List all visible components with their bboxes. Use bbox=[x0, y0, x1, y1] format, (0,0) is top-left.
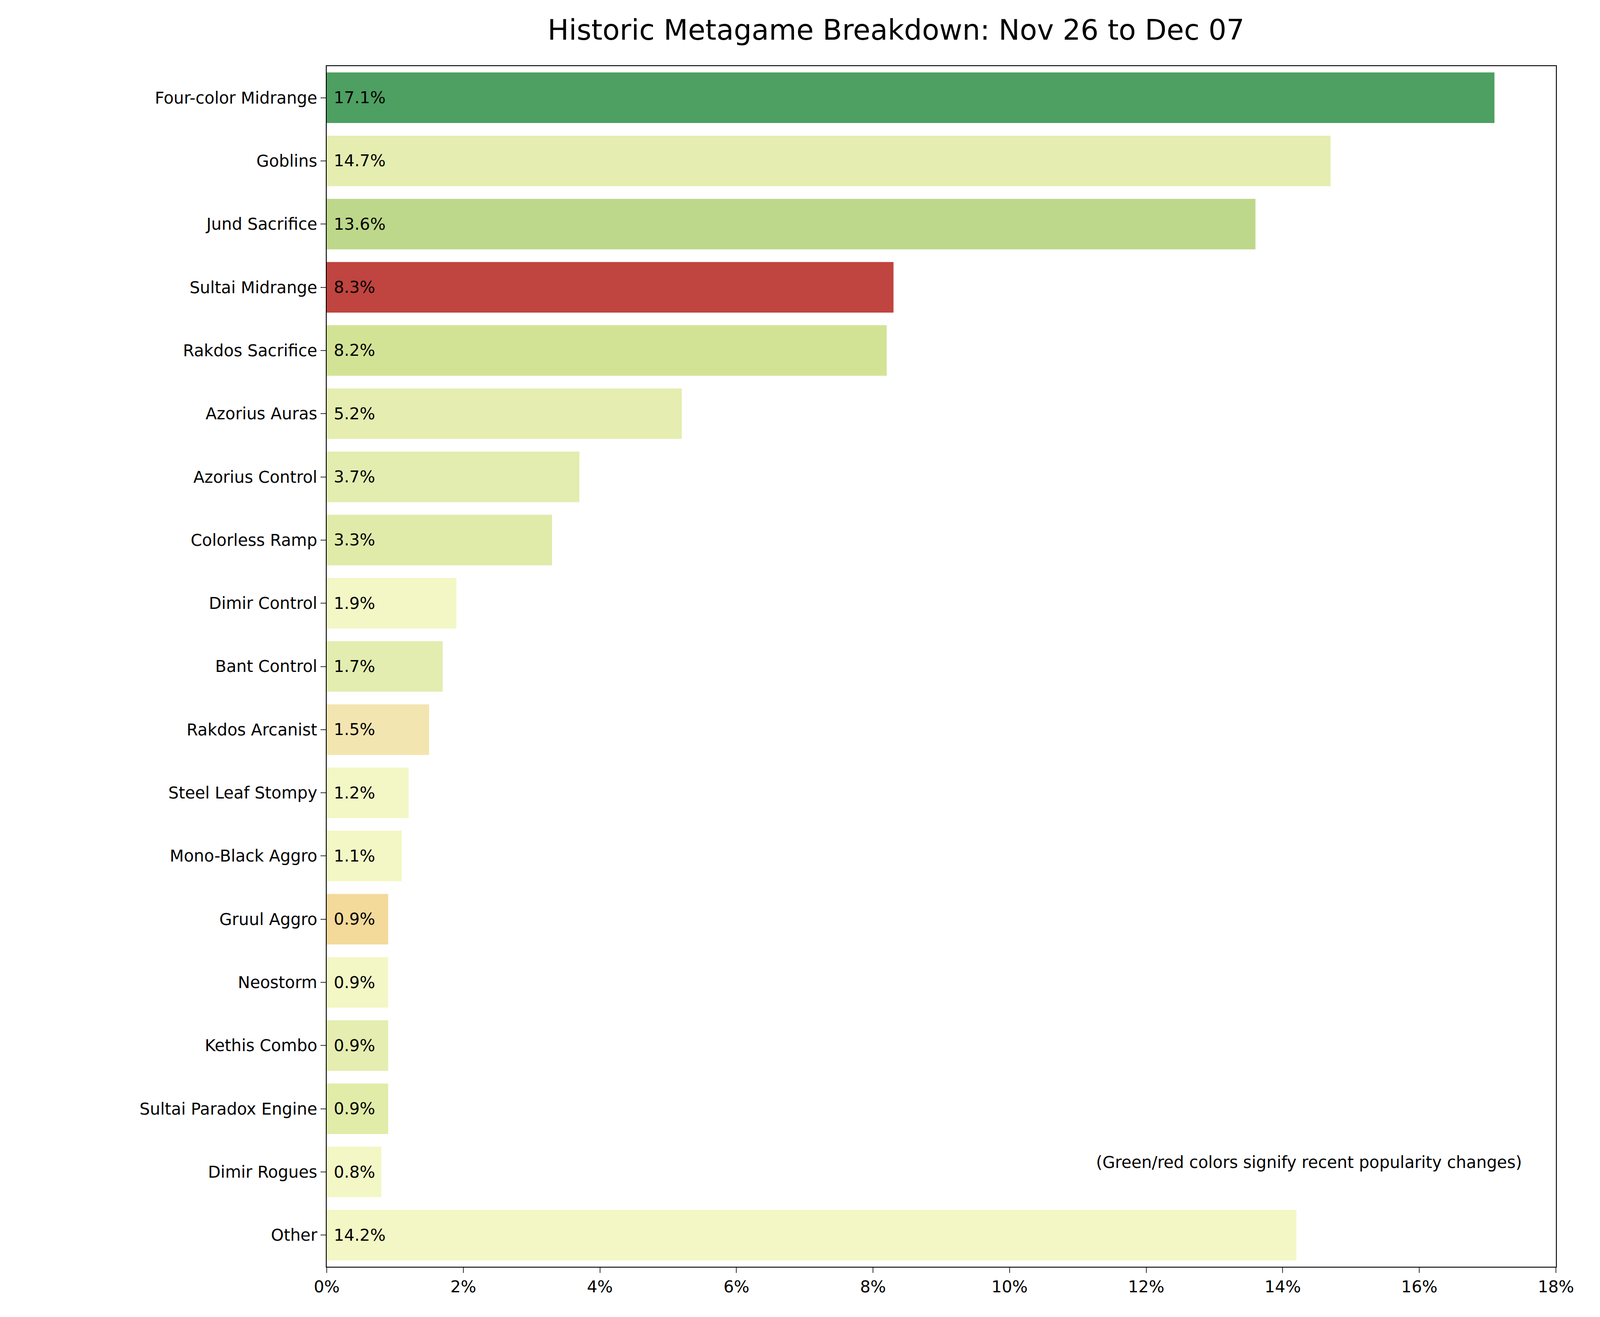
svg-text:Sultai Paradox Engine: Sultai Paradox Engine bbox=[139, 1099, 318, 1119]
svg-text:Steel Leaf Stompy: Steel Leaf Stompy bbox=[168, 783, 318, 803]
svg-text:1.5%: 1.5% bbox=[333, 719, 376, 739]
svg-text:0.9%: 0.9% bbox=[333, 909, 376, 929]
svg-text:16%: 16% bbox=[1401, 1277, 1438, 1297]
svg-text:Rakdos Sacrifice: Rakdos Sacrifice bbox=[182, 341, 318, 361]
svg-text:Bant Control: Bant Control bbox=[215, 656, 318, 676]
svg-text:Four-color Midrange: Four-color Midrange bbox=[154, 88, 318, 108]
svg-text:Kethis Combo: Kethis Combo bbox=[204, 1036, 318, 1056]
svg-text:14%: 14% bbox=[1264, 1277, 1301, 1297]
svg-text:1.9%: 1.9% bbox=[333, 593, 376, 613]
svg-text:Dimir Rogues: Dimir Rogues bbox=[208, 1162, 318, 1182]
svg-text:17.1%: 17.1% bbox=[333, 88, 386, 108]
svg-text:0.8%: 0.8% bbox=[333, 1162, 376, 1182]
svg-text:0%: 0% bbox=[313, 1277, 340, 1297]
svg-text:Colorless Ramp: Colorless Ramp bbox=[190, 530, 318, 550]
svg-text:5.2%: 5.2% bbox=[333, 404, 376, 424]
svg-text:Azorius Auras: Azorius Auras bbox=[205, 404, 318, 424]
svg-text:Gruul Aggro: Gruul Aggro bbox=[219, 910, 318, 929]
svg-text:2%: 2% bbox=[450, 1277, 477, 1297]
svg-text:Jund Sacrifice: Jund Sacrifice bbox=[205, 214, 318, 234]
svg-text:4%: 4% bbox=[586, 1277, 613, 1297]
svg-text:18%: 18% bbox=[1537, 1277, 1574, 1297]
svg-text:(Green/red colors signify rece: (Green/red colors signify recent popular… bbox=[1096, 1152, 1522, 1172]
svg-text:Neostorm: Neostorm bbox=[237, 973, 318, 993]
svg-text:0.9%: 0.9% bbox=[333, 1099, 376, 1119]
svg-text:1.1%: 1.1% bbox=[333, 846, 376, 866]
svg-text:Other: Other bbox=[271, 1225, 318, 1245]
svg-text:Sultai Midrange: Sultai Midrange bbox=[189, 278, 318, 298]
svg-text:Rakdos Arcanist: Rakdos Arcanist bbox=[186, 720, 318, 740]
svg-text:10%: 10% bbox=[991, 1277, 1028, 1297]
svg-text:14.2%: 14.2% bbox=[333, 1225, 386, 1245]
svg-text:14.7%: 14.7% bbox=[333, 151, 386, 171]
svg-text:Historic Metagame Breakdown: N: Historic Metagame Breakdown: Nov 26 to D… bbox=[547, 13, 1245, 47]
svg-text:1.2%: 1.2% bbox=[333, 783, 376, 803]
svg-text:13.6%: 13.6% bbox=[333, 214, 386, 234]
svg-text:3.3%: 3.3% bbox=[333, 530, 376, 550]
svg-text:0.9%: 0.9% bbox=[333, 1036, 376, 1056]
svg-text:12%: 12% bbox=[1128, 1277, 1165, 1297]
svg-text:Goblins: Goblins bbox=[256, 151, 318, 171]
svg-text:6%: 6% bbox=[723, 1277, 750, 1297]
svg-text:Mono-Black Aggro: Mono-Black Aggro bbox=[169, 846, 318, 866]
svg-text:8%: 8% bbox=[860, 1277, 887, 1297]
svg-text:8.2%: 8.2% bbox=[333, 340, 376, 360]
svg-text:8.3%: 8.3% bbox=[333, 277, 376, 297]
svg-text:Azorius Control: Azorius Control bbox=[193, 467, 318, 487]
svg-text:0.9%: 0.9% bbox=[333, 973, 376, 993]
svg-text:1.7%: 1.7% bbox=[333, 656, 376, 676]
svg-text:Dimir Control: Dimir Control bbox=[208, 593, 318, 613]
svg-text:3.7%: 3.7% bbox=[333, 467, 376, 487]
